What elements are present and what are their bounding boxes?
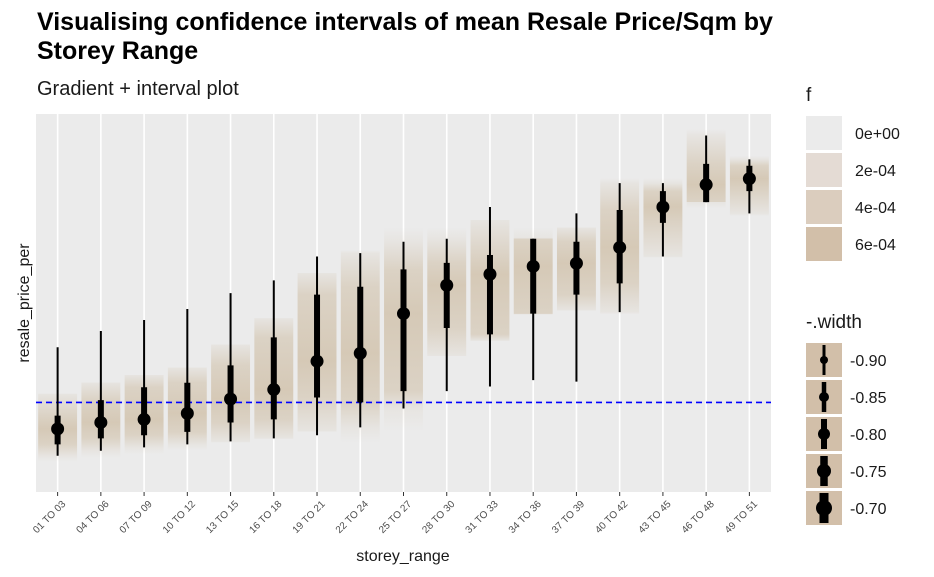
legend-width-point xyxy=(818,428,830,440)
legend-width-label: -0.90 xyxy=(850,353,887,370)
x-tick-label: 22 TO 24 xyxy=(334,499,371,536)
mean-point xyxy=(267,383,281,397)
legend-width-title: -.width xyxy=(806,312,862,333)
legend-fill-key xyxy=(806,190,842,224)
x-tick-label: 40 TO 42 xyxy=(593,499,630,536)
x-tick-label: 34 TO 36 xyxy=(507,499,544,536)
legend-fill-key xyxy=(806,153,842,187)
x-tick-label: 04 TO 06 xyxy=(75,499,112,536)
mean-point xyxy=(94,415,108,429)
x-tick-label: 10 TO 12 xyxy=(161,499,198,536)
x-tick-labels: 01 TO 03 04 TO 06 07 TO 09 10 TO 12 13 TO 15… xyxy=(31,492,760,536)
legend-fill-key xyxy=(806,116,842,150)
legend-width-label: -0.85 xyxy=(850,390,887,407)
x-tick-label: 28 TO 30 xyxy=(420,499,457,536)
x-tick-label: 16 TO 18 xyxy=(247,499,284,536)
x-tick-label: 07 TO 09 xyxy=(118,499,155,536)
mean-point xyxy=(526,259,540,273)
legend-width-point xyxy=(816,500,832,516)
mean-point xyxy=(742,172,756,186)
mean-point xyxy=(440,278,454,292)
mean-point xyxy=(353,346,367,360)
legend-width-point xyxy=(819,392,829,402)
legend-fill: f 0e+00 2e-04 4e-04 6e-04 xyxy=(806,85,900,261)
legend-fill-label: 6e-04 xyxy=(855,237,896,254)
mean-point xyxy=(656,200,670,214)
interval-marks xyxy=(51,135,756,456)
legend-width-label: -0.75 xyxy=(850,464,887,481)
legend-width-point xyxy=(817,464,831,478)
mean-point xyxy=(613,240,627,254)
x-tick-label: 49 TO 51 xyxy=(723,499,760,536)
legend-fill-label: 4e-04 xyxy=(855,200,896,217)
chart-title: Visualising confidence intervals of mean… xyxy=(37,8,773,65)
mean-point xyxy=(180,406,194,420)
legend-width-point xyxy=(820,356,828,364)
mean-point xyxy=(224,392,238,406)
mean-point xyxy=(137,412,151,426)
x-tick-label: 19 TO 21 xyxy=(291,499,328,536)
x-axis-title: storey_range xyxy=(356,548,449,565)
x-tick-label: 13 TO 15 xyxy=(204,499,241,536)
legend-fill-key xyxy=(806,227,842,261)
mean-point xyxy=(51,422,65,436)
mean-point xyxy=(397,307,410,321)
legend-fill-label: 0e+00 xyxy=(855,126,900,143)
mean-point xyxy=(483,267,497,281)
x-tick-label: 43 TO 45 xyxy=(637,499,674,536)
x-tick-label: 37 TO 39 xyxy=(550,499,587,536)
mean-point xyxy=(699,178,713,192)
x-tick-label: 25 TO 27 xyxy=(377,499,414,536)
legend-width-label: -0.70 xyxy=(850,501,887,518)
mean-point xyxy=(310,354,324,368)
legend-width-label: -0.80 xyxy=(850,427,887,444)
x-tick-label: 01 TO 03 xyxy=(31,499,68,536)
x-tick-label: 46 TO 48 xyxy=(680,499,717,536)
x-tick-label: 31 TO 33 xyxy=(464,499,501,536)
legend-fill-title: f xyxy=(806,85,812,106)
y-axis-title: resale_price_per xyxy=(16,243,33,363)
legend-width: -.width -0.90 -0.85 -0.80 -0.75 -0.70 xyxy=(806,312,887,525)
legend-fill-label: 2e-04 xyxy=(855,163,896,180)
mean-point xyxy=(569,256,583,270)
chart-subtitle: Gradient + interval plot xyxy=(37,78,239,100)
